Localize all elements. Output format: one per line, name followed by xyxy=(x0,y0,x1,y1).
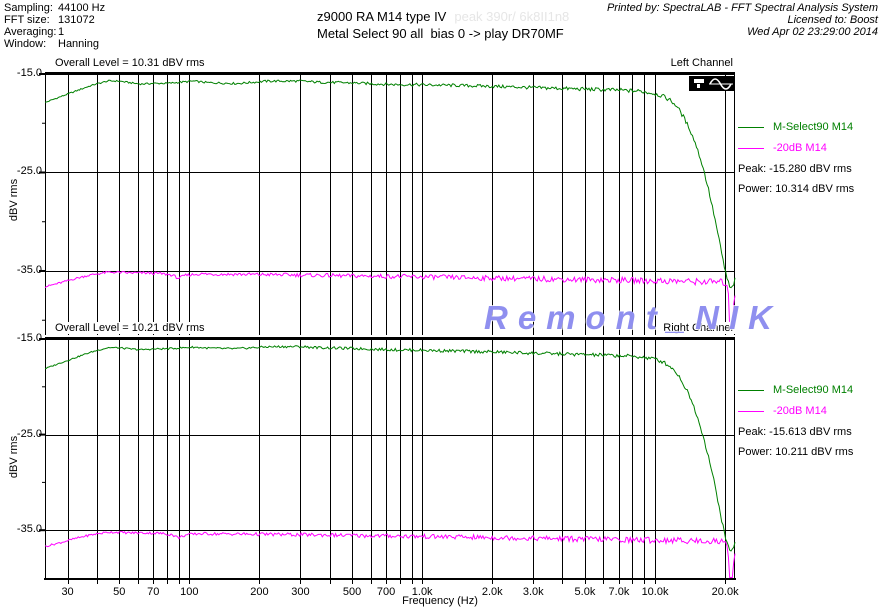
legend-right: M-Select90 M14 -20dB M14 Peak: -15.613 d… xyxy=(738,384,880,458)
legend-line-sample xyxy=(738,410,764,412)
overall-level-right: Overall Level = 10.21 dBV rms xyxy=(52,322,208,334)
param-label: Averaging: xyxy=(4,26,57,38)
legend-entry-label: M-Select90 M14 xyxy=(773,384,854,396)
series-curve-magenta xyxy=(44,530,736,578)
y-tick-label: -35.0 xyxy=(16,263,42,276)
param-label: Window: xyxy=(4,38,47,50)
power-readout-right: Power: 10.211 dBV rms xyxy=(738,446,854,458)
x-axis-line xyxy=(44,578,736,580)
x-tick-label: 30 xyxy=(61,586,74,598)
x-tick-label: 100 xyxy=(180,586,199,598)
licensed-to: Licensed to: Boost xyxy=(787,14,878,26)
analysis-params: Sampling: 44100 Hz FFT size: 131072 Averag… xyxy=(4,2,105,50)
param-value: Hanning xyxy=(58,38,99,50)
y-tick-label: -15.0 xyxy=(16,67,42,79)
printed-by: Printed by: SpectraLAB - FFT Spectral An… xyxy=(606,2,878,14)
y-tick-label: -15.0 xyxy=(16,332,42,344)
title-line1: z9000 RA M14 type IV xyxy=(317,9,447,24)
overall-level-left: Overall Level = 10.31 dBV rms xyxy=(52,57,208,69)
x-tick-label: 3.0k xyxy=(522,586,544,598)
y-tick-label: -35.0 xyxy=(16,523,42,536)
y-axis-title-left: dBV rms xyxy=(8,178,20,222)
param-row: Averaging: 1 xyxy=(4,26,105,38)
y-tick-label: -25.0 xyxy=(16,427,42,440)
legend-entry: -20dB M14 xyxy=(738,405,880,417)
x-tick-label: 7.0k xyxy=(608,586,630,598)
series-curve-magenta xyxy=(44,270,736,334)
power-readout-left: Power: 10.314 dBV rms xyxy=(738,183,855,195)
x-tick-label: 700 xyxy=(376,586,396,598)
param-label: Sampling: xyxy=(4,2,53,14)
param-value: 44100 Hz xyxy=(58,2,106,14)
legend-entry: M-Select90 M14 xyxy=(738,121,880,133)
legend-line-sample xyxy=(738,126,764,128)
param-row: Sampling: 44100 Hz xyxy=(4,2,105,14)
plot-top-border xyxy=(45,72,735,75)
x-tick-label: 2.0k xyxy=(481,586,503,598)
param-row: FFT size: 131072 xyxy=(4,14,105,26)
x-tick-label: 300 xyxy=(291,586,310,598)
plot-top-border xyxy=(45,337,735,340)
legend-left: M-Select90 M14 -20dB M14 Peak: -15.280 d… xyxy=(738,121,880,195)
print-date: Wed Apr 02 23:29:00 2014 xyxy=(747,26,878,38)
title-ghost-text: peak 390r/ 6k8II1n8 xyxy=(454,9,570,24)
x-tick-label: 500 xyxy=(342,586,362,598)
x-tick-label: 10.0k xyxy=(641,586,669,598)
legend-entry-label: -20dB M14 xyxy=(773,405,827,417)
legend-entry: M-Select90 M14 xyxy=(738,384,880,396)
x-axis-title: Frequency (Hz) xyxy=(402,595,478,607)
x-tick-label: 1.0k xyxy=(411,586,433,598)
x-tick-label: 70 xyxy=(147,586,160,598)
test-title: z9000 RA M14 type IV peak 390r/ 6k8II1n8 … xyxy=(317,8,569,42)
channel-label-left: Left Channel xyxy=(668,57,735,69)
peak-readout-right: Peak: -15.613 dBV rms xyxy=(738,426,852,438)
channel-label-right: Right Channel xyxy=(661,322,735,334)
series-curve-green xyxy=(44,79,736,289)
x-tick-label: 5.0k xyxy=(574,586,596,598)
param-value: 1 xyxy=(58,26,65,38)
legend-entry: -20dB M14 xyxy=(738,142,880,154)
x-tick-label: 50 xyxy=(113,586,126,598)
series-curve-green xyxy=(44,345,736,552)
y-tick-label: -25.0 xyxy=(16,165,42,178)
legend-line-sample xyxy=(738,147,764,149)
param-label: FFT size: xyxy=(4,14,50,26)
sine-wave-glyph xyxy=(694,78,733,90)
x-tick-label: 20.0k xyxy=(711,586,739,598)
print-info: Printed by: SpectraLAB - FFT Spectral An… xyxy=(607,2,878,38)
pinned-sine-icon xyxy=(689,76,735,91)
legend-entry-label: -20dB M14 xyxy=(773,142,827,154)
x-tick-label: 200 xyxy=(250,586,269,598)
param-value: 131072 xyxy=(58,14,95,26)
legend-entry-label: M-Select90 M14 xyxy=(773,121,854,133)
peak-readout-left: Peak: -15.280 dBV rms xyxy=(738,163,852,175)
watermark: Remont_NIK xyxy=(484,299,783,336)
param-row: Window: Hanning xyxy=(4,38,105,50)
legend-line-sample xyxy=(738,389,764,391)
title-line2: Metal Select 90 all bias 0 -> play DR70M… xyxy=(317,26,564,41)
